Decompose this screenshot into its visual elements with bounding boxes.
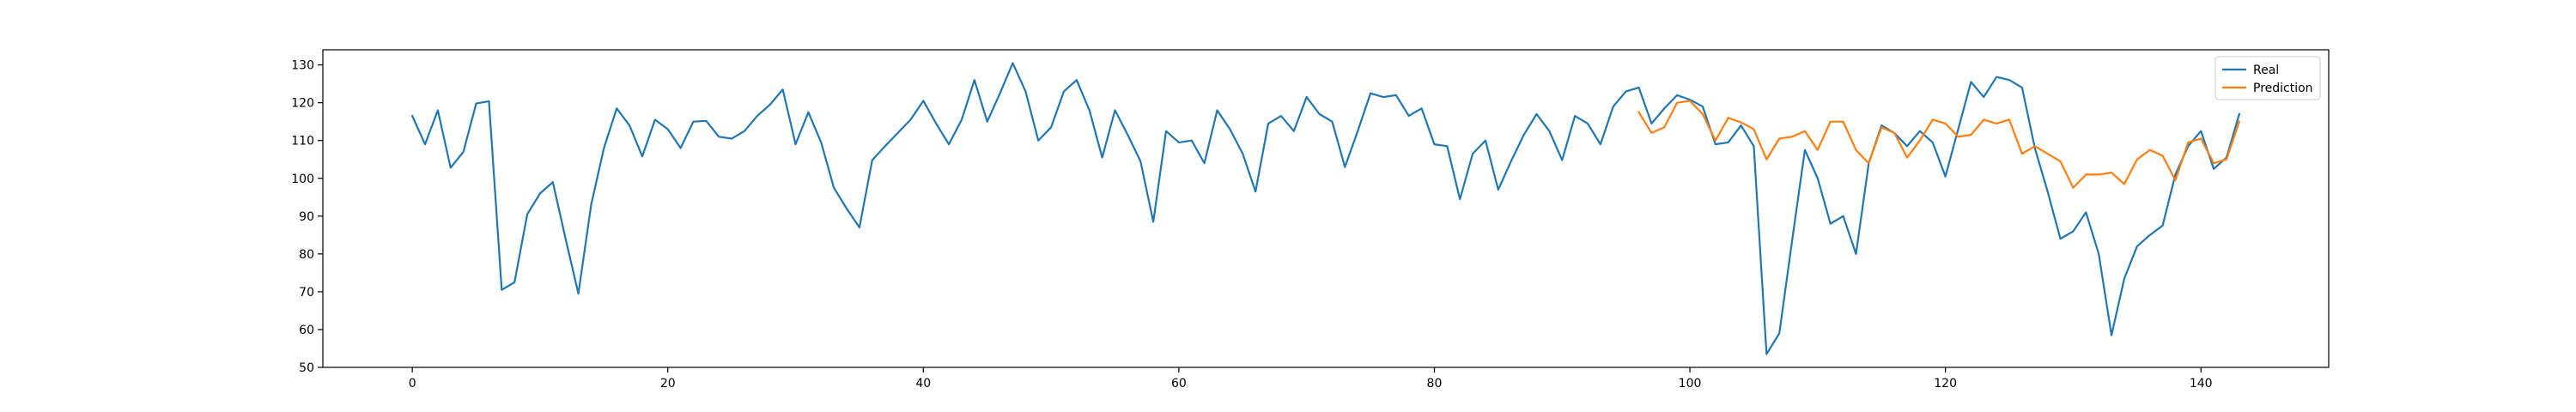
series-line-real	[410, 62, 2241, 355]
x-tick-label: 20	[660, 377, 676, 391]
x-tick-label: 60	[1171, 377, 1187, 391]
y-tick-label: 50	[299, 361, 314, 375]
axes: 0 20 40 60 80 100 120 140 50 60 70 80 90 100 110 120 130	[291, 49, 2330, 391]
y-tick-label: 120	[291, 97, 314, 111]
x-tick-label: 80	[1427, 377, 1443, 391]
legend-label-prediction: Prediction	[2253, 82, 2313, 95]
y-tick-label: 80	[299, 248, 314, 262]
plot-frame	[322, 49, 2330, 368]
legend-box	[2215, 56, 2321, 100]
x-tick-label: 140	[2190, 377, 2213, 391]
y-tick-label: 100	[291, 173, 314, 186]
legend: Real Prediction	[2215, 56, 2321, 100]
y-tick-label: 110	[291, 135, 314, 148]
x-tick-label: 120	[1934, 377, 1957, 391]
series-layer	[410, 62, 2241, 355]
x-tick-label: 40	[915, 377, 931, 391]
y-tick-label: 130	[291, 59, 314, 73]
y-tick-label: 70	[299, 286, 314, 300]
x-tick-label: 100	[1679, 377, 1702, 391]
y-tick-label: 90	[299, 210, 314, 224]
y-tick-label: 60	[299, 324, 314, 337]
legend-label-real: Real	[2253, 64, 2279, 77]
x-tick-label: 0	[409, 377, 416, 391]
series-line-prediction	[1637, 100, 2241, 189]
